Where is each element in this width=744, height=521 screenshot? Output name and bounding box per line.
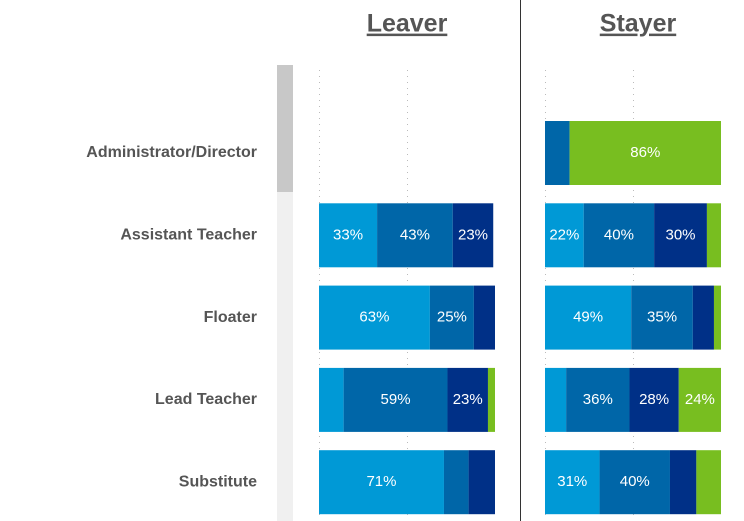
- bar-segment: [487, 367, 495, 432]
- value-label: 40%: [604, 226, 634, 243]
- value-label: 49%: [573, 309, 603, 326]
- bar-segment: [669, 450, 697, 515]
- bar-segment: [443, 450, 469, 515]
- category-label: Lead Teacher: [155, 391, 257, 408]
- bar-segment: [468, 450, 495, 515]
- value-label: 40%: [620, 473, 650, 490]
- value-label: 23%: [453, 391, 483, 408]
- bar-segment: [545, 203, 584, 268]
- bar-segment: [377, 203, 453, 268]
- category-label: Floater: [204, 309, 257, 326]
- value-label: 30%: [666, 226, 696, 243]
- value-label: 23%: [458, 226, 488, 243]
- bar-segment: [713, 285, 721, 350]
- bar-segment: [343, 367, 448, 432]
- category-label: Assistant Teacher: [120, 227, 257, 244]
- bar-segment: [678, 367, 721, 432]
- bar-segment: [654, 203, 707, 268]
- scrollbar-thumb[interactable]: [277, 65, 293, 192]
- value-label: 35%: [647, 309, 677, 326]
- bar-segment: [583, 203, 655, 268]
- bar-segment: [545, 450, 600, 515]
- bar-segment: [429, 285, 474, 350]
- bar-segment: [692, 285, 714, 350]
- value-label: 36%: [583, 391, 613, 408]
- bar-segment: [319, 367, 344, 432]
- value-label: 31%: [557, 473, 587, 490]
- bar-segment: [696, 450, 721, 515]
- bar-segment: [319, 203, 378, 268]
- bar-segment: [319, 450, 444, 515]
- value-label: 22%: [549, 226, 579, 243]
- value-label: 33%: [333, 226, 363, 243]
- bar-segment: [599, 450, 670, 515]
- value-label: 25%: [437, 309, 467, 326]
- bar-segment: [545, 285, 632, 350]
- bar-segment: [545, 121, 570, 185]
- value-label: 63%: [359, 309, 389, 326]
- bar-segment: [706, 203, 721, 268]
- panel-title: Stayer: [600, 10, 677, 38]
- value-label: 24%: [685, 391, 715, 408]
- bar-segment: [631, 285, 693, 350]
- value-label: 59%: [381, 391, 411, 408]
- value-label: 43%: [400, 226, 430, 243]
- category-label: Substitute: [179, 473, 257, 490]
- bar-segment: [473, 285, 495, 350]
- value-label: 86%: [630, 144, 660, 161]
- bar-segment: [545, 367, 567, 432]
- bar-segment: [452, 203, 494, 268]
- value-label: 71%: [366, 473, 396, 490]
- value-label: 28%: [639, 391, 669, 408]
- bar-segment: [629, 367, 679, 432]
- bar-segment: [566, 367, 630, 432]
- bar-segment: [447, 367, 488, 432]
- panel-title: Leaver: [367, 10, 448, 38]
- bar-segment: [319, 285, 430, 350]
- bar-segment: [569, 121, 721, 185]
- category-label: Administrator/Director: [86, 144, 257, 161]
